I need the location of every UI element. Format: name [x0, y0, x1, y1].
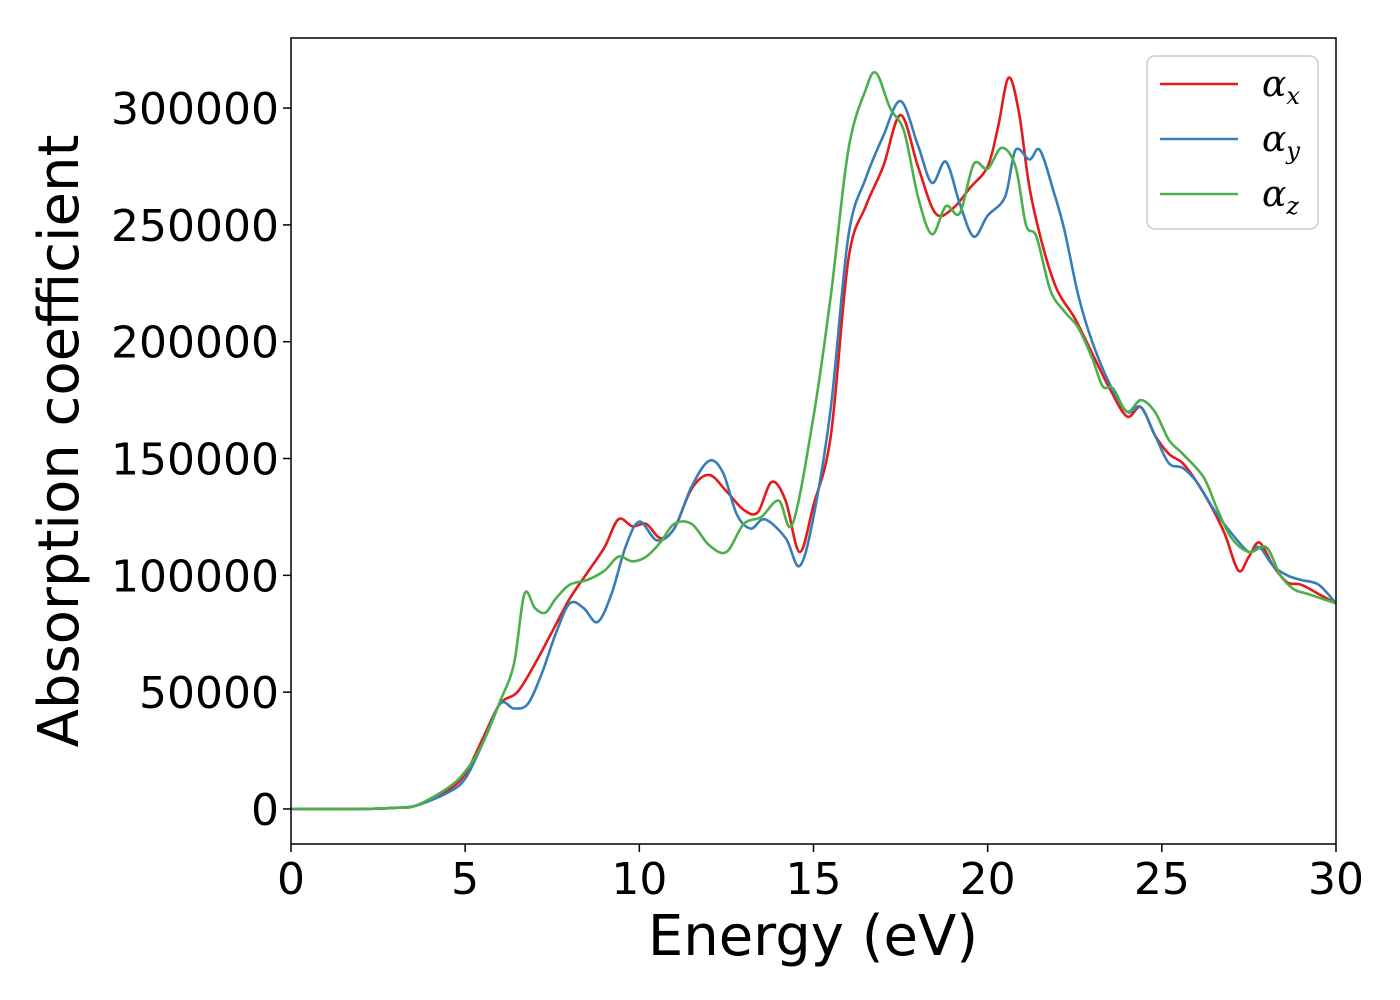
y-axis-label: Absorption coefficient [27, 135, 92, 748]
series-line-z [291, 70, 1336, 811]
y-tick-label: 100000 [111, 551, 279, 602]
x-tick-label: 30 [1308, 854, 1364, 905]
x-tick-label: 25 [1134, 854, 1190, 905]
y-tick-label: 150000 [111, 435, 279, 486]
y-tick-label: 0 [251, 785, 279, 836]
x-axis: 0 5 10 15 20 25 30 [277, 844, 1364, 905]
legend-label-z: αz [1262, 174, 1299, 220]
y-tick-label: 200000 [111, 318, 279, 369]
x-tick-label: 15 [786, 854, 842, 905]
series-line-x [291, 76, 1336, 811]
y-tick-label: 50000 [139, 668, 279, 719]
series-line-y [291, 99, 1336, 811]
x-tick-label: 10 [611, 854, 667, 905]
legend-box [1146, 55, 1319, 230]
x-tick-label: 20 [960, 854, 1016, 905]
y-tick-label: 250000 [111, 201, 279, 252]
x-axis-label: Energy (eV) [648, 904, 978, 969]
legend: αx αy αz [1146, 55, 1319, 230]
series-layer [291, 70, 1336, 811]
legend-label-x: αx [1262, 64, 1300, 110]
x-tick-label: 5 [451, 854, 479, 905]
y-tick-label: 300000 [111, 84, 279, 135]
x-tick-label: 0 [277, 854, 305, 905]
legend-label-y: αy [1262, 119, 1300, 165]
y-axis: 0 50000 100000 150000 200000 250000 300000 [111, 84, 291, 836]
